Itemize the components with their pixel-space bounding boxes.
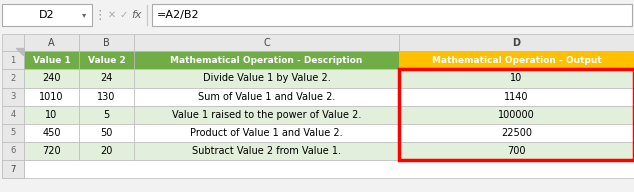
Bar — [24, 142, 79, 160]
Bar — [399, 88, 634, 106]
Bar — [134, 142, 399, 160]
Bar — [134, 69, 399, 88]
Text: 5: 5 — [103, 110, 110, 120]
Text: Product of Value 1 and Value 2.: Product of Value 1 and Value 2. — [190, 128, 343, 138]
Text: 7: 7 — [10, 165, 16, 174]
Text: 10: 10 — [510, 74, 522, 84]
Text: 240: 240 — [42, 74, 61, 84]
Bar — [2, 34, 24, 51]
Text: 720: 720 — [42, 146, 61, 156]
Bar — [134, 124, 399, 142]
Text: 100000: 100000 — [498, 110, 535, 120]
Bar — [399, 124, 634, 142]
Bar — [79, 51, 134, 69]
Text: 130: 130 — [97, 92, 115, 102]
Text: Subtract Value 2 from Value 1.: Subtract Value 2 from Value 1. — [192, 146, 341, 156]
Bar — [399, 142, 634, 160]
Bar — [24, 34, 79, 51]
Bar — [79, 142, 134, 160]
Text: Value 1 raised to the power of Value 2.: Value 1 raised to the power of Value 2. — [172, 110, 361, 120]
Text: Mathematical Operation - Description: Mathematical Operation - Description — [171, 56, 363, 65]
Text: =A2/B2: =A2/B2 — [157, 10, 200, 20]
Text: Value 1: Value 1 — [32, 56, 70, 65]
Bar — [399, 69, 634, 160]
Bar — [2, 4, 92, 26]
Text: 3: 3 — [10, 92, 16, 101]
Text: 450: 450 — [42, 128, 61, 138]
Text: 2: 2 — [10, 74, 16, 83]
Bar — [134, 34, 399, 51]
Bar — [79, 88, 134, 106]
Text: 1: 1 — [10, 56, 16, 65]
Text: D: D — [512, 38, 521, 48]
Text: 50: 50 — [100, 128, 113, 138]
Text: Sum of Value 1 and Value 2.: Sum of Value 1 and Value 2. — [198, 92, 335, 102]
Bar — [2, 142, 24, 160]
Text: 700: 700 — [507, 146, 526, 156]
Bar — [24, 160, 634, 178]
Bar — [399, 34, 634, 51]
Bar — [399, 69, 634, 88]
Text: ⋮: ⋮ — [94, 8, 107, 22]
Bar — [2, 69, 24, 88]
Polygon shape — [16, 48, 23, 55]
Bar — [24, 124, 79, 142]
Bar — [134, 51, 399, 69]
Text: 24: 24 — [100, 74, 113, 84]
Bar — [79, 34, 134, 51]
Text: 7: 7 — [10, 165, 16, 174]
Text: Divide Value 1 by Value 2.: Divide Value 1 by Value 2. — [203, 74, 330, 84]
Bar — [2, 124, 24, 142]
Bar — [134, 106, 399, 124]
Text: ▾: ▾ — [82, 11, 86, 20]
Text: 22500: 22500 — [501, 128, 532, 138]
Bar — [2, 160, 24, 178]
Bar — [2, 160, 24, 178]
Bar — [79, 69, 134, 88]
Text: D2: D2 — [39, 10, 55, 20]
Bar — [2, 88, 24, 106]
Text: fx: fx — [132, 10, 142, 20]
Text: ✓: ✓ — [120, 10, 128, 20]
Text: Mathematical Operation - Output: Mathematical Operation - Output — [432, 56, 602, 65]
Bar — [24, 51, 79, 69]
Text: 10: 10 — [46, 110, 58, 120]
Bar — [399, 106, 634, 124]
Text: Value 2: Value 2 — [87, 56, 126, 65]
Text: 4: 4 — [10, 110, 16, 119]
Bar — [79, 124, 134, 142]
Bar — [399, 51, 634, 69]
Text: C: C — [263, 38, 270, 48]
Text: 5: 5 — [10, 128, 16, 137]
Text: A: A — [48, 38, 55, 48]
Bar — [152, 4, 632, 26]
Bar — [79, 106, 134, 124]
Text: B: B — [103, 38, 110, 48]
Text: 6: 6 — [10, 146, 16, 156]
Bar — [2, 51, 24, 69]
Bar — [24, 88, 79, 106]
Text: 1140: 1140 — [504, 92, 529, 102]
Text: 20: 20 — [100, 146, 113, 156]
Text: 1010: 1010 — [39, 92, 64, 102]
Bar — [24, 106, 79, 124]
Bar — [24, 69, 79, 88]
Bar — [2, 106, 24, 124]
Text: ✕: ✕ — [108, 10, 116, 20]
Bar — [134, 88, 399, 106]
